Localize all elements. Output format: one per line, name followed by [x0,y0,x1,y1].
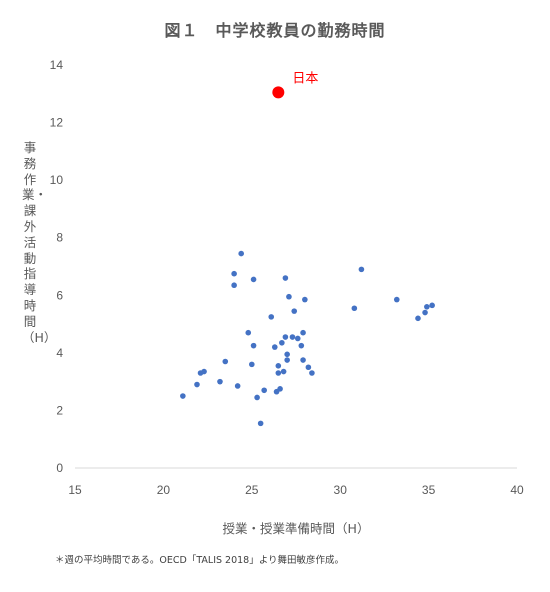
data-point [201,368,207,375]
y-axis-label: 事務作業・課外活動指導時間（H） [22,140,57,345]
x-tick-label: 30 [334,483,348,497]
data-point [271,344,278,350]
data-point [291,308,298,314]
footnote: ＊週の平均時間である。OECD「TALIS 2018」より舞田敏彦作成。 [55,555,345,566]
data-point [250,276,257,283]
data-point [286,293,292,300]
data-point [294,335,301,342]
data-point [261,387,267,394]
y-axis-ticks: 0 2 4 6 8 10 12 14 [50,58,64,475]
data-points [180,86,435,427]
data-point [254,394,260,401]
data-point [351,305,358,312]
data-point [289,334,296,340]
data-point [305,364,312,371]
data-point [279,339,285,346]
data-point [300,357,306,363]
data-point [194,381,200,388]
data-point [268,314,275,320]
data-point [300,329,306,336]
data-point [302,296,308,303]
y-tick-label: 14 [50,58,64,72]
y-tick-label: 4 [56,346,63,360]
data-point [424,304,430,310]
highlight-point [272,86,285,99]
data-point [234,383,241,389]
y-tick-label: 10 [50,173,64,187]
x-tick-label: 20 [157,483,171,497]
data-point [415,315,421,322]
x-tick-label: 40 [510,483,524,497]
y-tick-label: 12 [50,116,64,130]
data-point [231,282,237,289]
x-axis-ticks: 15 20 25 30 35 40 [68,483,524,497]
data-point [275,370,282,376]
x-tick-label: 35 [422,483,436,497]
data-point [217,378,223,385]
data-point [257,420,264,427]
data-point [180,393,186,399]
y-tick-label: 8 [56,231,63,245]
data-point [282,334,289,340]
y-tick-label: 6 [56,288,63,302]
chart-title: 図１ 中学校教員の勤務時間 [164,21,386,40]
data-point [429,302,435,309]
y-tick-label: 2 [56,403,63,417]
data-point [222,358,229,365]
point-label: 日本 [292,71,318,86]
x-tick-label: 25 [245,483,259,497]
data-point [231,270,237,277]
x-tick-label: 15 [68,483,82,497]
data-point [393,296,400,303]
data-point [309,370,315,376]
data-point [277,386,283,392]
data-point [280,368,287,375]
data-point [275,363,282,369]
data-point [250,342,257,349]
data-point [249,361,255,368]
data-point [358,266,365,273]
data-point [282,275,289,281]
data-point [238,250,244,257]
data-point [245,329,252,336]
data-point [422,309,428,316]
data-point [284,351,290,358]
y-tick-label: 0 [56,461,63,475]
x-axis-label: 授業・授業準備時間（H） [222,521,370,536]
data-point [284,357,290,363]
data-point [298,342,305,349]
point-annotations: 日本 [292,71,318,86]
